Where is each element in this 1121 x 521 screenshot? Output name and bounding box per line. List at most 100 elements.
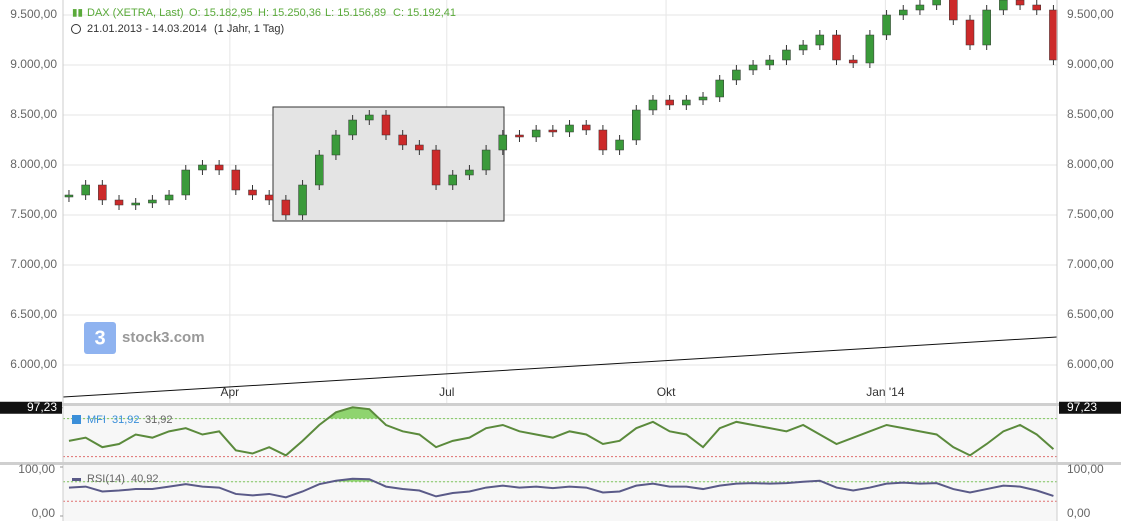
- y-tick-label: 9.500,00: [10, 7, 57, 21]
- candle-body: [181, 169, 191, 196]
- candle-body: [531, 129, 541, 138]
- candle-body: [765, 59, 775, 66]
- y-tick-label: 7.000,00: [1067, 257, 1114, 271]
- candle-body: [598, 129, 608, 151]
- candle-body: [748, 64, 758, 71]
- y-tick-label: 9.500,00: [1067, 7, 1114, 21]
- watermark: stock3.com: [122, 329, 205, 346]
- period-note: (1 Jahr, 1 Tag): [214, 23, 284, 35]
- quote: H: 15.250,36: [258, 7, 321, 19]
- candle-body: [281, 199, 291, 216]
- candle-body: [114, 199, 124, 206]
- candle-body: [1032, 4, 1041, 11]
- period: 21.01.2013 - 14.03.2014: [87, 23, 207, 35]
- candle-body: [164, 194, 174, 201]
- candle-body: [581, 124, 591, 131]
- candle-body: [98, 184, 107, 201]
- candle-body: [148, 199, 157, 204]
- candle-body: [314, 154, 324, 186]
- quote: C: 15.192,41: [393, 7, 456, 19]
- separator: [0, 462, 1121, 465]
- y-tick-label: 8.500,00: [10, 107, 57, 121]
- candle-body: [732, 69, 741, 81]
- candle-body: [882, 14, 891, 36]
- candle-body: [899, 9, 908, 16]
- rsi-panel: [63, 465, 1057, 521]
- candle-body: [248, 189, 257, 196]
- candle-body: [481, 149, 491, 171]
- candle-body: [965, 19, 975, 46]
- legend-value: 40,92: [131, 473, 159, 485]
- legend-value: 31,92: [145, 414, 173, 426]
- y-tick-label: 6.000,00: [10, 357, 57, 371]
- candle-body: [498, 134, 508, 151]
- candle-body: [348, 119, 357, 136]
- scale-tag: [1059, 401, 1121, 414]
- x-tick-label: Apr: [221, 385, 240, 399]
- clock-icon: [71, 24, 81, 34]
- candle-body: [198, 164, 207, 171]
- candle-body: [415, 144, 424, 151]
- candle-body: [64, 194, 74, 198]
- candle-body: [264, 194, 274, 201]
- y-tick-label: 6.500,00: [10, 307, 57, 321]
- candle-body: [298, 184, 307, 216]
- quote: O: 15.182,95: [189, 7, 253, 19]
- y-tick-label: 0,00: [1067, 506, 1091, 520]
- candle-body: [214, 164, 224, 171]
- legend-swatch: [72, 478, 81, 481]
- header: ▮▮ DAX (XETRA, Last) O: 15.182,95 H: 15.…: [71, 7, 456, 35]
- y-tick-label: 8.000,00: [10, 157, 57, 171]
- legend-name: MFI: [87, 414, 106, 426]
- candle-body: [798, 44, 808, 51]
- candle-body: [131, 202, 140, 206]
- candle-body: [381, 114, 391, 136]
- candle-body: [865, 34, 875, 64]
- candle-body: [231, 169, 241, 191]
- y-tick-label: 7.500,00: [1067, 207, 1114, 221]
- candle-body: [515, 134, 524, 138]
- candle-body: [682, 99, 691, 106]
- candle-body: [648, 99, 658, 111]
- candle-body: [932, 0, 941, 6]
- y-tick-label: 8.500,00: [1067, 107, 1114, 121]
- trend-line: [62, 336, 1058, 398]
- candle-body: [465, 169, 474, 176]
- y-tick-label: 7.000,00: [10, 257, 57, 271]
- candle-body: [949, 0, 958, 21]
- candle-body: [915, 4, 925, 11]
- legend-swatch: [72, 415, 81, 424]
- x-tick-label: Okt: [657, 385, 676, 399]
- y-tick-label: 6.500,00: [1067, 307, 1114, 321]
- candle-body: [715, 79, 724, 98]
- y-tick-label: 100,00: [1067, 462, 1104, 476]
- y-tick-label: 100,00: [18, 462, 55, 476]
- candle-body: [982, 9, 991, 46]
- candle-body: [815, 34, 825, 46]
- indicator-line: [68, 406, 1055, 457]
- candle-body: [632, 109, 641, 141]
- separator: [0, 403, 1121, 406]
- logo-icon: [84, 322, 116, 354]
- candle-body: [565, 124, 574, 133]
- y-tick-label: 7.500,00: [10, 207, 57, 221]
- candle-body: [832, 34, 841, 61]
- y-tick-label: 0,00: [32, 506, 56, 520]
- x-tick-label: Jan '14: [866, 385, 905, 399]
- candle-body: [848, 59, 858, 64]
- logo-glyph: 3: [94, 327, 105, 349]
- instrument: DAX (XETRA, Last): [87, 7, 184, 19]
- y-tick-label: 9.000,00: [1067, 57, 1114, 71]
- candle-body: [999, 0, 1008, 11]
- legend-value: 31,92: [112, 414, 140, 426]
- y-tick-label: 8.000,00: [1067, 157, 1114, 171]
- mfi-legend: MFI 31,92 31,92: [72, 414, 173, 426]
- y-tick-label: 97,23: [27, 400, 57, 414]
- candle-body: [81, 184, 90, 196]
- candle-body: [398, 134, 407, 146]
- indicator-line: [68, 477, 1054, 499]
- legend-name: RSI(14): [87, 473, 125, 485]
- candle-body: [698, 96, 708, 101]
- logo: 3 stock3.com: [84, 322, 205, 354]
- candle-body: [1015, 0, 1025, 6]
